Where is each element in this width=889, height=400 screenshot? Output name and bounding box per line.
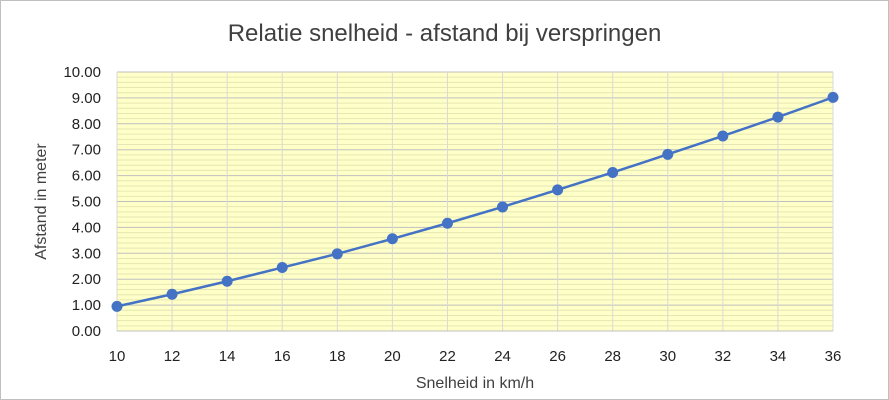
y-tick-label: 4.00 <box>72 219 101 236</box>
x-tick-label: 26 <box>549 348 566 365</box>
y-tick-label: 7.00 <box>72 142 101 159</box>
data-point <box>827 91 839 103</box>
x-tick-label: 30 <box>659 348 676 365</box>
data-point <box>717 130 729 142</box>
y-axis-ticks: 0.00 1.00 2.00 3.00 4.00 5.00 6.00 7.00 8.00 9.00… <box>63 64 101 340</box>
y-tick-label: 6.00 <box>72 168 101 185</box>
y-tick-label: 1.00 <box>72 297 101 314</box>
x-tick-label: 22 <box>439 348 456 365</box>
x-tick-label: 20 <box>384 348 401 365</box>
x-axis-label: Snelheid in km/h <box>416 375 534 392</box>
y-tick-label: 3.00 <box>72 245 101 262</box>
data-point <box>221 275 233 287</box>
data-point <box>772 111 784 123</box>
x-tick-label: 18 <box>329 348 346 365</box>
y-tick-label: 2.00 <box>72 271 101 288</box>
chart-title: Relatie snelheid - afstand bij verspring… <box>227 20 662 47</box>
series-line <box>116 96 834 308</box>
x-tick-label: 16 <box>274 348 291 365</box>
y-tick-label: 9.00 <box>72 90 101 107</box>
x-axis-ticks: 10 12 14 16 18 20 22 24 26 28 30 32 34 36 <box>109 348 842 365</box>
data-point <box>662 148 674 160</box>
data-point <box>441 217 453 229</box>
data-point <box>331 248 343 260</box>
x-tick-label: 12 <box>164 348 181 365</box>
data-point <box>276 262 288 274</box>
x-tick-label: 14 <box>219 348 236 365</box>
vertical-gridlines <box>116 72 834 332</box>
data-point <box>386 233 398 245</box>
x-tick-label: 32 <box>715 348 732 365</box>
x-tick-label: 34 <box>770 348 787 365</box>
x-tick-label: 24 <box>494 348 511 365</box>
data-point <box>552 184 564 196</box>
x-tick-label: 36 <box>825 348 842 365</box>
x-tick-label: 28 <box>604 348 621 365</box>
data-point <box>607 166 619 178</box>
data-point <box>497 201 509 213</box>
series-group <box>111 91 839 312</box>
y-tick-label: 5.00 <box>72 194 101 211</box>
data-point <box>166 288 178 300</box>
x-tick-label: 10 <box>109 348 126 365</box>
y-tick-label: 0.00 <box>72 323 101 340</box>
y-axis-label: Afstand in meter <box>33 143 50 260</box>
data-point <box>111 300 123 312</box>
y-tick-label: 10.00 <box>63 64 101 81</box>
y-tick-label: 8.00 <box>72 116 101 133</box>
